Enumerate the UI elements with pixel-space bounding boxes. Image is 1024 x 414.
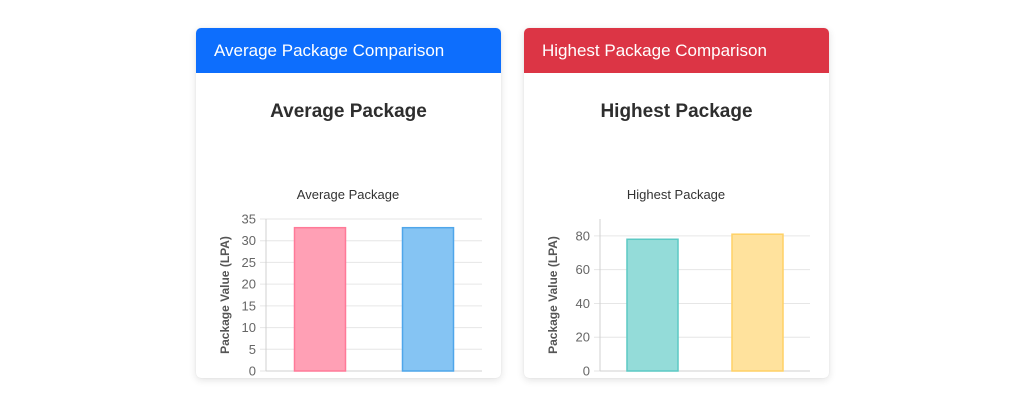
highest-package-card-body: Highest Package Highest Package 0 20 40 60 80… [524, 73, 829, 378]
y-tick-label: 0 [249, 364, 256, 379]
highest-package-heading: Highest Package [600, 101, 753, 122]
y-axis-title: Package Value (LPA) [218, 236, 232, 354]
bar-2023 [293, 226, 347, 372]
bar-2023 [626, 238, 679, 372]
y-tick-label: 20 [576, 330, 590, 345]
average-package-card-body: Average Package Average Package 0 5 10 15 20 2… [196, 73, 501, 378]
y-tick-label: 80 [576, 228, 590, 243]
y-axis-title: Package Value (LPA) [546, 236, 560, 354]
y-tick-label: 0 [583, 364, 590, 379]
y-tick-label: 20 [242, 277, 256, 292]
bar-2024 [401, 226, 455, 372]
highest-package-chart: Highest Package 0 20 40 60 80 Package Value (L… [546, 187, 810, 379]
average-package-heading: Average Package [270, 101, 427, 122]
bar-2024 [731, 233, 784, 372]
average-package-chart: Average Package 0 5 10 15 20 25 30 35 Package Val… [218, 187, 482, 379]
y-tick-label: 15 [242, 298, 256, 313]
y-tick-label: 40 [576, 296, 590, 311]
y-tick-label: 35 [242, 212, 256, 227]
chart-legend-label: Highest Package [627, 187, 725, 202]
y-tick-label: 30 [242, 233, 256, 248]
y-tick-label: 5 [249, 342, 256, 357]
y-tick-label: 10 [242, 320, 256, 335]
highest-package-card-header: Highest Package Comparison [524, 28, 829, 73]
y-tick-label: 25 [242, 255, 256, 270]
y-tick-label: 60 [576, 262, 590, 277]
chart-legend-label: Average Package [297, 187, 399, 202]
average-package-card: Average Package Comparison Average Packa… [196, 28, 501, 378]
average-package-card-header: Average Package Comparison [196, 28, 501, 73]
highest-package-card: Highest Package Comparison Highest Packa… [524, 28, 829, 378]
